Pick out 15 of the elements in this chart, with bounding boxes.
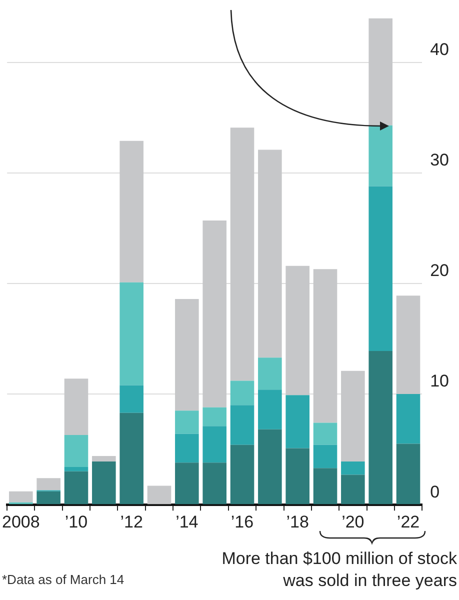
x-tick-label: ’20 <box>342 512 364 532</box>
x-tick-label: ’10 <box>64 512 88 532</box>
x-tick-label: ’14 <box>176 512 198 532</box>
x-tick-label: ’16 <box>230 512 254 532</box>
text: More than $100 million of stock was sold in three years <box>221 548 457 592</box>
y-tick-label: 30 <box>430 150 450 170</box>
x-tick-label: ’22 <box>396 512 420 532</box>
y-tick-label: 20 <box>430 261 450 280</box>
x-tick-label: 2008 <box>2 512 40 532</box>
y-tick-label: 0 <box>430 482 440 502</box>
y-tick-label: 40 <box>430 40 450 60</box>
y-tick-label: 10 <box>430 372 450 391</box>
x-tick-label: ’12 <box>120 512 143 532</box>
x-tick-label: ’18 <box>286 512 309 532</box>
text: *Data as of March 14 <box>2 572 124 587</box>
